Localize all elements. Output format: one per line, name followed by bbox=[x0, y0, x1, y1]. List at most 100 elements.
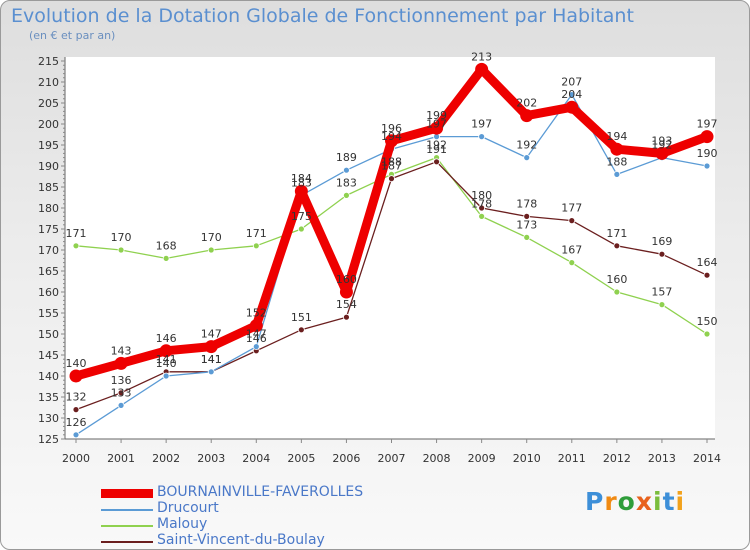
data-point bbox=[520, 109, 534, 123]
y-tick-label: 135 bbox=[38, 391, 59, 404]
data-point bbox=[430, 121, 444, 135]
y-tick-label: 170 bbox=[38, 244, 59, 257]
data-label: 171 bbox=[66, 227, 87, 240]
logo-letter: x bbox=[635, 487, 653, 516]
legend-label-malouy: Malouy bbox=[157, 516, 208, 532]
data-label: 177 bbox=[561, 202, 582, 215]
data-label: 173 bbox=[516, 218, 537, 231]
data-point bbox=[249, 319, 263, 333]
data-label: 204 bbox=[561, 88, 582, 101]
data-point bbox=[613, 242, 621, 250]
data-point bbox=[475, 62, 489, 76]
data-label: 199 bbox=[426, 109, 447, 122]
data-label: 152 bbox=[246, 307, 267, 320]
data-label: 168 bbox=[156, 239, 177, 252]
logo-letter: r bbox=[604, 487, 618, 516]
data-label: 160 bbox=[606, 273, 627, 286]
logo-letter: i bbox=[653, 487, 663, 516]
data-point bbox=[478, 133, 486, 141]
logo-letter: i bbox=[675, 487, 686, 516]
data-label: 192 bbox=[651, 139, 672, 152]
data-point bbox=[478, 204, 486, 212]
x-tick-label: 2013 bbox=[648, 452, 676, 465]
data-point bbox=[343, 191, 350, 199]
data-label: 183 bbox=[336, 176, 357, 189]
data-label: 197 bbox=[471, 118, 492, 131]
data-label: 192 bbox=[426, 139, 447, 152]
data-label: 126 bbox=[66, 416, 87, 429]
data-label: 133 bbox=[111, 386, 132, 399]
data-point bbox=[655, 146, 669, 160]
y-tick-label: 165 bbox=[38, 265, 59, 278]
data-label: 171 bbox=[246, 227, 267, 240]
data-point bbox=[117, 246, 125, 254]
data-point bbox=[72, 406, 80, 414]
data-label: 157 bbox=[651, 286, 672, 299]
data-point bbox=[72, 242, 80, 250]
data-label: 193 bbox=[651, 134, 672, 147]
logo-letter: o bbox=[617, 487, 636, 516]
y-tick-label: 190 bbox=[38, 160, 59, 173]
data-point bbox=[478, 212, 486, 220]
y-tick-label: 205 bbox=[38, 97, 59, 110]
data-label: 175 bbox=[291, 210, 312, 223]
data-label: 183 bbox=[291, 176, 312, 189]
data-point bbox=[568, 217, 576, 225]
chart-subtitle: (en € et par an) bbox=[29, 29, 116, 42]
y-tick-label: 130 bbox=[38, 412, 59, 425]
data-label: 202 bbox=[516, 97, 537, 110]
x-tick-label: 2012 bbox=[603, 452, 631, 465]
data-label: 146 bbox=[246, 332, 267, 345]
data-label: 143 bbox=[111, 344, 132, 357]
y-tick-label: 180 bbox=[38, 202, 59, 215]
logo-letter: t bbox=[662, 487, 676, 516]
data-label: 171 bbox=[606, 227, 627, 240]
data-point bbox=[658, 301, 666, 309]
legend-label-saint-vincent: Saint-Vincent-du-Boulay bbox=[157, 532, 325, 548]
data-label: 167 bbox=[561, 244, 582, 257]
data-label: 213 bbox=[471, 50, 492, 63]
data-label: 196 bbox=[381, 122, 402, 135]
x-tick-label: 2009 bbox=[468, 452, 496, 465]
data-label: 170 bbox=[111, 231, 132, 244]
data-point bbox=[294, 184, 308, 198]
x-tick-label: 2004 bbox=[242, 452, 270, 465]
x-tick-label: 2001 bbox=[107, 452, 135, 465]
data-point bbox=[433, 158, 440, 166]
x-tick-label: 2002 bbox=[152, 452, 180, 465]
data-label: 180 bbox=[471, 189, 492, 202]
x-tick-label: 2014 bbox=[693, 452, 721, 465]
data-label: 151 bbox=[291, 311, 312, 324]
data-point bbox=[159, 344, 173, 358]
y-tick-label: 140 bbox=[38, 370, 59, 383]
data-label: 136 bbox=[111, 374, 132, 387]
data-point bbox=[613, 288, 621, 296]
data-label: 147 bbox=[201, 328, 222, 341]
x-tick-label: 2003 bbox=[197, 452, 225, 465]
data-point bbox=[117, 401, 125, 409]
x-tick-label: 2011 bbox=[558, 452, 586, 465]
data-point bbox=[297, 225, 305, 233]
x-tick-label: 2007 bbox=[378, 452, 406, 465]
data-label: 160 bbox=[336, 273, 357, 286]
y-tick-label: 160 bbox=[38, 286, 59, 299]
y-tick-label: 215 bbox=[38, 55, 59, 68]
data-label: 188 bbox=[606, 155, 627, 168]
data-point bbox=[523, 154, 531, 162]
data-label: 154 bbox=[336, 298, 357, 311]
data-label: 146 bbox=[156, 332, 177, 345]
data-label: 207 bbox=[561, 76, 582, 89]
legend-swatch-malouy bbox=[101, 525, 153, 527]
y-tick-label: 195 bbox=[38, 139, 59, 152]
data-label: 194 bbox=[381, 130, 402, 143]
data-point bbox=[343, 313, 350, 321]
data-point bbox=[297, 326, 305, 334]
chart-title: Evolution de la Dotation Globale de Fonc… bbox=[11, 5, 634, 27]
x-tick-label: 2005 bbox=[287, 452, 315, 465]
data-label: 140 bbox=[66, 357, 87, 370]
series-bournainville-faverolles bbox=[69, 62, 714, 383]
data-point bbox=[72, 431, 80, 439]
legend-swatch-saint-vincent bbox=[101, 541, 153, 543]
